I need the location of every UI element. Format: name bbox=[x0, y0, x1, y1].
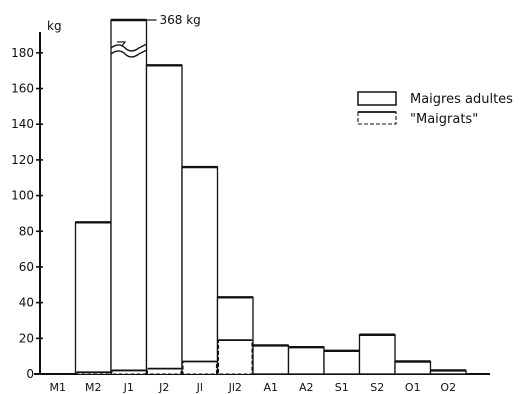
bar-main bbox=[287, 346, 325, 375]
x-tick-label: Jl2 bbox=[228, 381, 242, 394]
labels: kg 0 20 40 60 80 100 120 140 160 180 M1 M2 J1 J2 Jl Jl2 A… bbox=[11, 13, 456, 394]
x-tick-label: S2 bbox=[370, 381, 384, 394]
x-tick-label: S1 bbox=[335, 381, 349, 394]
y-tick-label: 180 bbox=[11, 46, 34, 60]
y-tick-label: 100 bbox=[11, 189, 34, 203]
bar-main bbox=[323, 350, 361, 375]
x-tick-label: M1 bbox=[50, 381, 67, 394]
bar-maigrats bbox=[182, 360, 218, 375]
y-tick-label: 80 bbox=[19, 224, 34, 238]
bar-maigrats bbox=[146, 368, 182, 375]
x-tick-label: M2 bbox=[85, 381, 102, 394]
bar-maigrats bbox=[111, 369, 147, 375]
y-unit-label: kg bbox=[47, 19, 62, 33]
legend-label-maigrats: "Maigrats" bbox=[410, 112, 478, 127]
axis-break-mark bbox=[110, 43, 148, 52]
bar-main bbox=[252, 344, 290, 375]
y-tick-label: 60 bbox=[19, 260, 34, 274]
x-tick-label: A1 bbox=[263, 381, 278, 394]
bar-main bbox=[394, 360, 432, 375]
y-tick-label: 160 bbox=[11, 82, 34, 96]
axis-break-mark bbox=[110, 49, 148, 58]
break-value-label: 368 kg bbox=[160, 13, 201, 27]
y-tick-label: 140 bbox=[11, 117, 34, 131]
legend: Maigres adultes "Maigrats" bbox=[357, 91, 513, 127]
bar-main bbox=[74, 221, 112, 375]
legend-label-maigres-adultes: Maigres adultes bbox=[410, 92, 513, 107]
bars bbox=[74, 18, 467, 375]
legend-swatch-maigres-adultes bbox=[357, 91, 397, 106]
bar-main bbox=[181, 166, 219, 375]
x-tick-label: O2 bbox=[440, 381, 456, 394]
x-tick-label: A2 bbox=[299, 381, 314, 394]
bar-main bbox=[110, 19, 148, 375]
y-tick-label: 120 bbox=[11, 153, 34, 167]
y-tick-label: 40 bbox=[19, 296, 34, 310]
x-tick-label: Jl bbox=[196, 381, 203, 394]
y-tick-label: 20 bbox=[19, 331, 34, 345]
x-tick-label: J2 bbox=[158, 381, 169, 394]
axis-break-mark bbox=[117, 41, 127, 47]
bar-maigrats bbox=[217, 339, 253, 375]
x-tick-label: J1 bbox=[123, 381, 134, 394]
y-tick-label: 0 bbox=[26, 367, 34, 381]
legend-swatch-maigrats bbox=[357, 111, 397, 125]
bar-main bbox=[145, 64, 183, 375]
bar-main bbox=[358, 334, 396, 375]
x-tick-label: O1 bbox=[405, 381, 421, 394]
